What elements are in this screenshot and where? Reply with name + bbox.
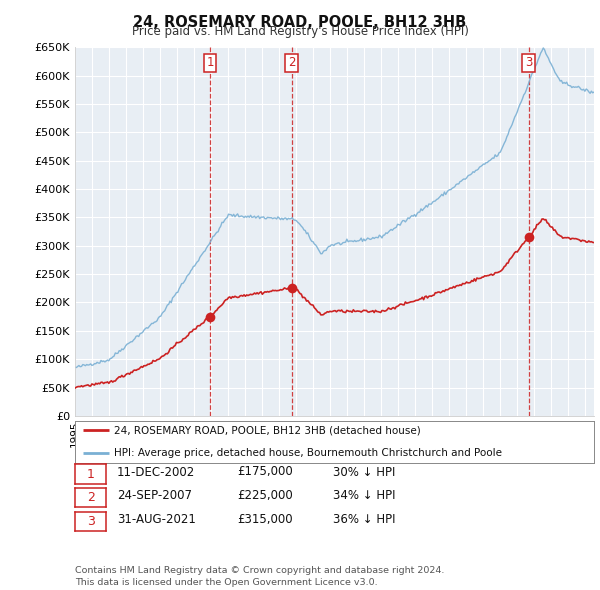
Text: 34% ↓ HPI: 34% ↓ HPI — [333, 489, 395, 502]
Text: Price paid vs. HM Land Registry's House Price Index (HPI): Price paid vs. HM Land Registry's House … — [131, 25, 469, 38]
Text: Contains HM Land Registry data © Crown copyright and database right 2024.
This d: Contains HM Land Registry data © Crown c… — [75, 566, 445, 587]
Text: 24, ROSEMARY ROAD, POOLE, BH12 3HB: 24, ROSEMARY ROAD, POOLE, BH12 3HB — [133, 15, 467, 30]
Text: 3: 3 — [525, 57, 532, 70]
Text: 2: 2 — [288, 57, 295, 70]
Text: £315,000: £315,000 — [237, 513, 293, 526]
Text: 36% ↓ HPI: 36% ↓ HPI — [333, 513, 395, 526]
Text: HPI: Average price, detached house, Bournemouth Christchurch and Poole: HPI: Average price, detached house, Bour… — [114, 448, 502, 457]
Text: 30% ↓ HPI: 30% ↓ HPI — [333, 466, 395, 478]
Text: 11-DEC-2002: 11-DEC-2002 — [117, 466, 195, 478]
Text: 24-SEP-2007: 24-SEP-2007 — [117, 489, 192, 502]
Text: 24, ROSEMARY ROAD, POOLE, BH12 3HB (detached house): 24, ROSEMARY ROAD, POOLE, BH12 3HB (deta… — [114, 425, 421, 435]
Text: 3: 3 — [86, 514, 95, 528]
Text: £175,000: £175,000 — [237, 466, 293, 478]
Text: £225,000: £225,000 — [237, 489, 293, 502]
Text: 1: 1 — [86, 467, 95, 481]
Text: 1: 1 — [206, 57, 214, 70]
Text: 2: 2 — [86, 491, 95, 504]
Text: 31-AUG-2021: 31-AUG-2021 — [117, 513, 196, 526]
